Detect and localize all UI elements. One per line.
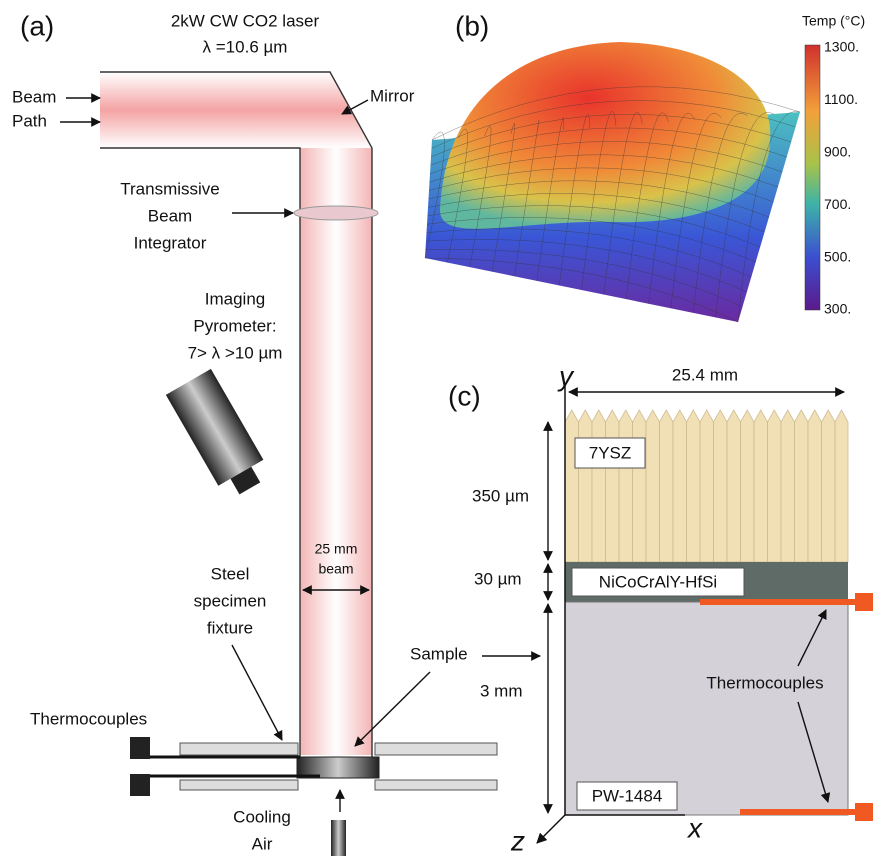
- column: [822, 410, 836, 562]
- cooling-label: Cooling: [233, 807, 291, 826]
- column: [660, 410, 674, 562]
- beam-size-label: beam: [318, 561, 353, 577]
- colorbar-label: 1100.: [824, 91, 858, 107]
- beam-size-label: 25 mm: [315, 541, 358, 557]
- laser-label: 2kW CW CO2 laser: [171, 11, 320, 30]
- integrator-label: Transmissive: [120, 179, 220, 198]
- axis-label: x: [686, 812, 703, 843]
- mirror-label: Mirror: [370, 86, 415, 105]
- beam-path-label: Beam: [12, 87, 56, 106]
- column: [619, 410, 633, 562]
- column: [700, 410, 714, 562]
- column: [795, 410, 809, 562]
- column: [714, 410, 728, 562]
- cooling-label: Air: [252, 834, 273, 853]
- colorbar-label: 500.: [824, 248, 851, 264]
- colorbar-label: 300.: [824, 301, 851, 317]
- figure: (a) 2kW CW CO2 laser λ =10.6 µm Beam Pat…: [0, 0, 891, 856]
- colorbar-title: Temp (°C): [802, 13, 865, 29]
- panel-label: (c): [448, 380, 481, 411]
- column: [565, 410, 579, 562]
- width-label: 25.4 mm: [672, 365, 738, 384]
- thermocouples-label: Thermocouples: [706, 673, 823, 692]
- integrator-label: Beam: [148, 206, 192, 225]
- topcoat: [565, 410, 848, 562]
- column: [646, 410, 660, 562]
- colorbar-label: 700.: [824, 196, 851, 212]
- panel-label: (a): [20, 10, 54, 41]
- arrow: [232, 645, 282, 740]
- integrator-label: Integrator: [134, 233, 207, 252]
- colorbar-label: 900.: [824, 144, 851, 160]
- column: [808, 410, 822, 562]
- sample-label: Sample: [410, 644, 468, 663]
- pyrometer-label: Pyrometer:: [193, 316, 276, 335]
- substrate-label: PW-1484: [592, 786, 663, 805]
- fixture-label: Steel: [211, 564, 250, 583]
- column: [835, 410, 848, 562]
- column: [673, 410, 687, 562]
- axis-label: y: [557, 360, 575, 391]
- column: [781, 410, 795, 562]
- column: [754, 410, 768, 562]
- axis: [537, 815, 565, 843]
- pyrometer: [166, 369, 273, 502]
- column: [741, 410, 755, 562]
- substrate-thickness: 3 mm: [480, 681, 523, 700]
- panel-label: (b): [455, 10, 489, 41]
- column: [579, 410, 593, 562]
- topcoat-thickness: 350 µm: [472, 486, 529, 505]
- column: [727, 410, 741, 562]
- column: [768, 410, 782, 562]
- colorbar-label: 1300.: [824, 39, 859, 55]
- axis-label: z: [510, 825, 525, 856]
- air-nozzle: [331, 820, 346, 856]
- bondcoat-label: NiCoCrAlY-HfSi: [599, 572, 717, 591]
- laser-label: λ =10.6 µm: [203, 37, 288, 56]
- pyrometer-label: 7> λ >10 µm: [188, 343, 283, 362]
- fixture-label: specimen: [194, 591, 267, 610]
- column: [606, 410, 620, 562]
- beam-path-label: Path: [12, 111, 47, 130]
- pyrometer-label: Imaging: [205, 289, 265, 308]
- fixture-label: fixture: [207, 618, 253, 637]
- thermocouples-label: Thermocouples: [30, 709, 147, 728]
- column: [592, 410, 606, 562]
- colorbar: [805, 45, 820, 310]
- temperature-surface: [425, 42, 800, 322]
- topcoat-label: 7YSZ: [589, 443, 632, 462]
- column: [687, 410, 701, 562]
- bondcoat-thickness: 30 µm: [474, 569, 522, 588]
- column: [633, 410, 647, 562]
